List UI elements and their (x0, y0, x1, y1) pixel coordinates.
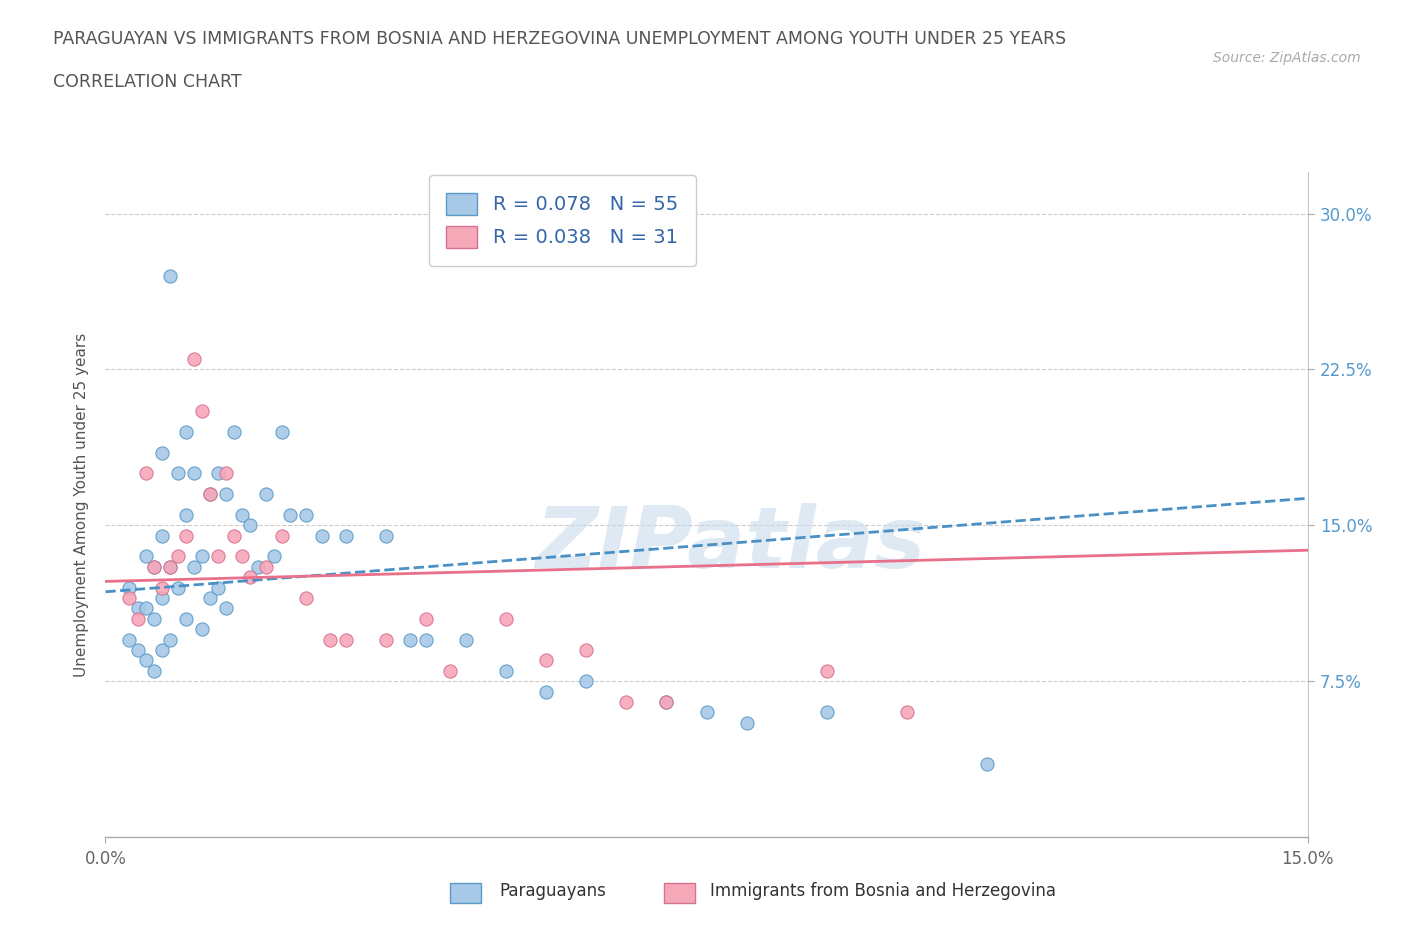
Point (150, 445, 173, 460)
Point (295, 591, 318, 605)
Point (254, 486, 277, 501)
Point (231, 508, 253, 523)
Point (183, 466, 205, 481)
Point (166, 549, 188, 564)
Point (335, 528, 357, 543)
Legend: R = 0.078   N = 55, R = 0.038   N = 31: R = 0.078 N = 55, R = 0.038 N = 31 (429, 175, 696, 266)
Point (207, 549, 229, 564)
Point (190, 404, 212, 418)
Point (127, 601, 149, 616)
Point (127, 643, 149, 658)
Point (118, 591, 141, 605)
Point (190, 622, 212, 637)
Point (159, 632, 181, 647)
Text: Immigrants from Bosnia and Herzegovina: Immigrants from Bosnia and Herzegovina (710, 882, 1056, 900)
Point (207, 466, 229, 481)
Point (246, 560, 269, 575)
Point (399, 632, 422, 647)
Point (142, 663, 165, 678)
Point (655, 695, 678, 710)
Point (439, 663, 461, 678)
Point (655, 695, 678, 710)
Point (174, 508, 197, 523)
Point (207, 580, 229, 595)
Point (150, 591, 173, 605)
Point (135, 466, 157, 481)
Point (159, 560, 181, 575)
Point (415, 611, 437, 626)
Point (159, 560, 181, 575)
Point (696, 705, 718, 720)
Point (239, 570, 262, 585)
Point (415, 632, 437, 647)
Point (319, 632, 342, 647)
Point (198, 486, 221, 501)
Point (118, 632, 141, 647)
Point (239, 518, 262, 533)
Point (495, 611, 517, 626)
Point (815, 705, 838, 720)
Text: Paraguayans: Paraguayans (499, 882, 606, 900)
Point (495, 663, 517, 678)
Point (976, 757, 998, 772)
Point (278, 508, 301, 523)
Point (183, 560, 205, 575)
Point (374, 632, 398, 647)
Point (222, 424, 245, 439)
Point (270, 528, 292, 543)
Point (335, 632, 357, 647)
Point (150, 580, 173, 595)
Point (142, 560, 165, 575)
Point (815, 663, 838, 678)
Point (135, 601, 157, 616)
Point (575, 673, 598, 688)
Point (190, 549, 212, 564)
Point (270, 424, 292, 439)
Point (231, 549, 253, 564)
Text: ZIPatlas: ZIPatlas (536, 503, 925, 586)
Point (575, 643, 598, 658)
Text: Source: ZipAtlas.com: Source: ZipAtlas.com (1213, 51, 1361, 65)
Y-axis label: Unemployment Among Youth under 25 years: Unemployment Among Youth under 25 years (75, 332, 90, 677)
Point (198, 486, 221, 501)
Point (311, 528, 333, 543)
Point (214, 601, 236, 616)
Point (534, 653, 557, 668)
Point (214, 486, 236, 501)
Text: CORRELATION CHART: CORRELATION CHART (53, 73, 242, 91)
Point (127, 611, 149, 626)
Point (118, 580, 141, 595)
Point (174, 424, 197, 439)
Point (254, 560, 277, 575)
Point (142, 611, 165, 626)
Point (150, 643, 173, 658)
Point (159, 269, 181, 284)
Point (454, 632, 477, 647)
Point (198, 591, 221, 605)
Point (735, 715, 758, 730)
Point (214, 466, 236, 481)
Point (174, 611, 197, 626)
Point (222, 528, 245, 543)
Point (142, 560, 165, 575)
Point (135, 549, 157, 564)
Point (616, 695, 638, 710)
Point (534, 684, 557, 699)
Point (295, 508, 318, 523)
Point (374, 528, 398, 543)
Point (174, 528, 197, 543)
Point (896, 705, 918, 720)
Point (135, 653, 157, 668)
Point (150, 528, 173, 543)
Text: PARAGUAYAN VS IMMIGRANTS FROM BOSNIA AND HERZEGOVINA UNEMPLOYMENT AMONG YOUTH UN: PARAGUAYAN VS IMMIGRANTS FROM BOSNIA AND… (53, 30, 1067, 47)
Point (263, 549, 285, 564)
Point (166, 466, 188, 481)
Point (166, 580, 188, 595)
Point (183, 352, 205, 366)
